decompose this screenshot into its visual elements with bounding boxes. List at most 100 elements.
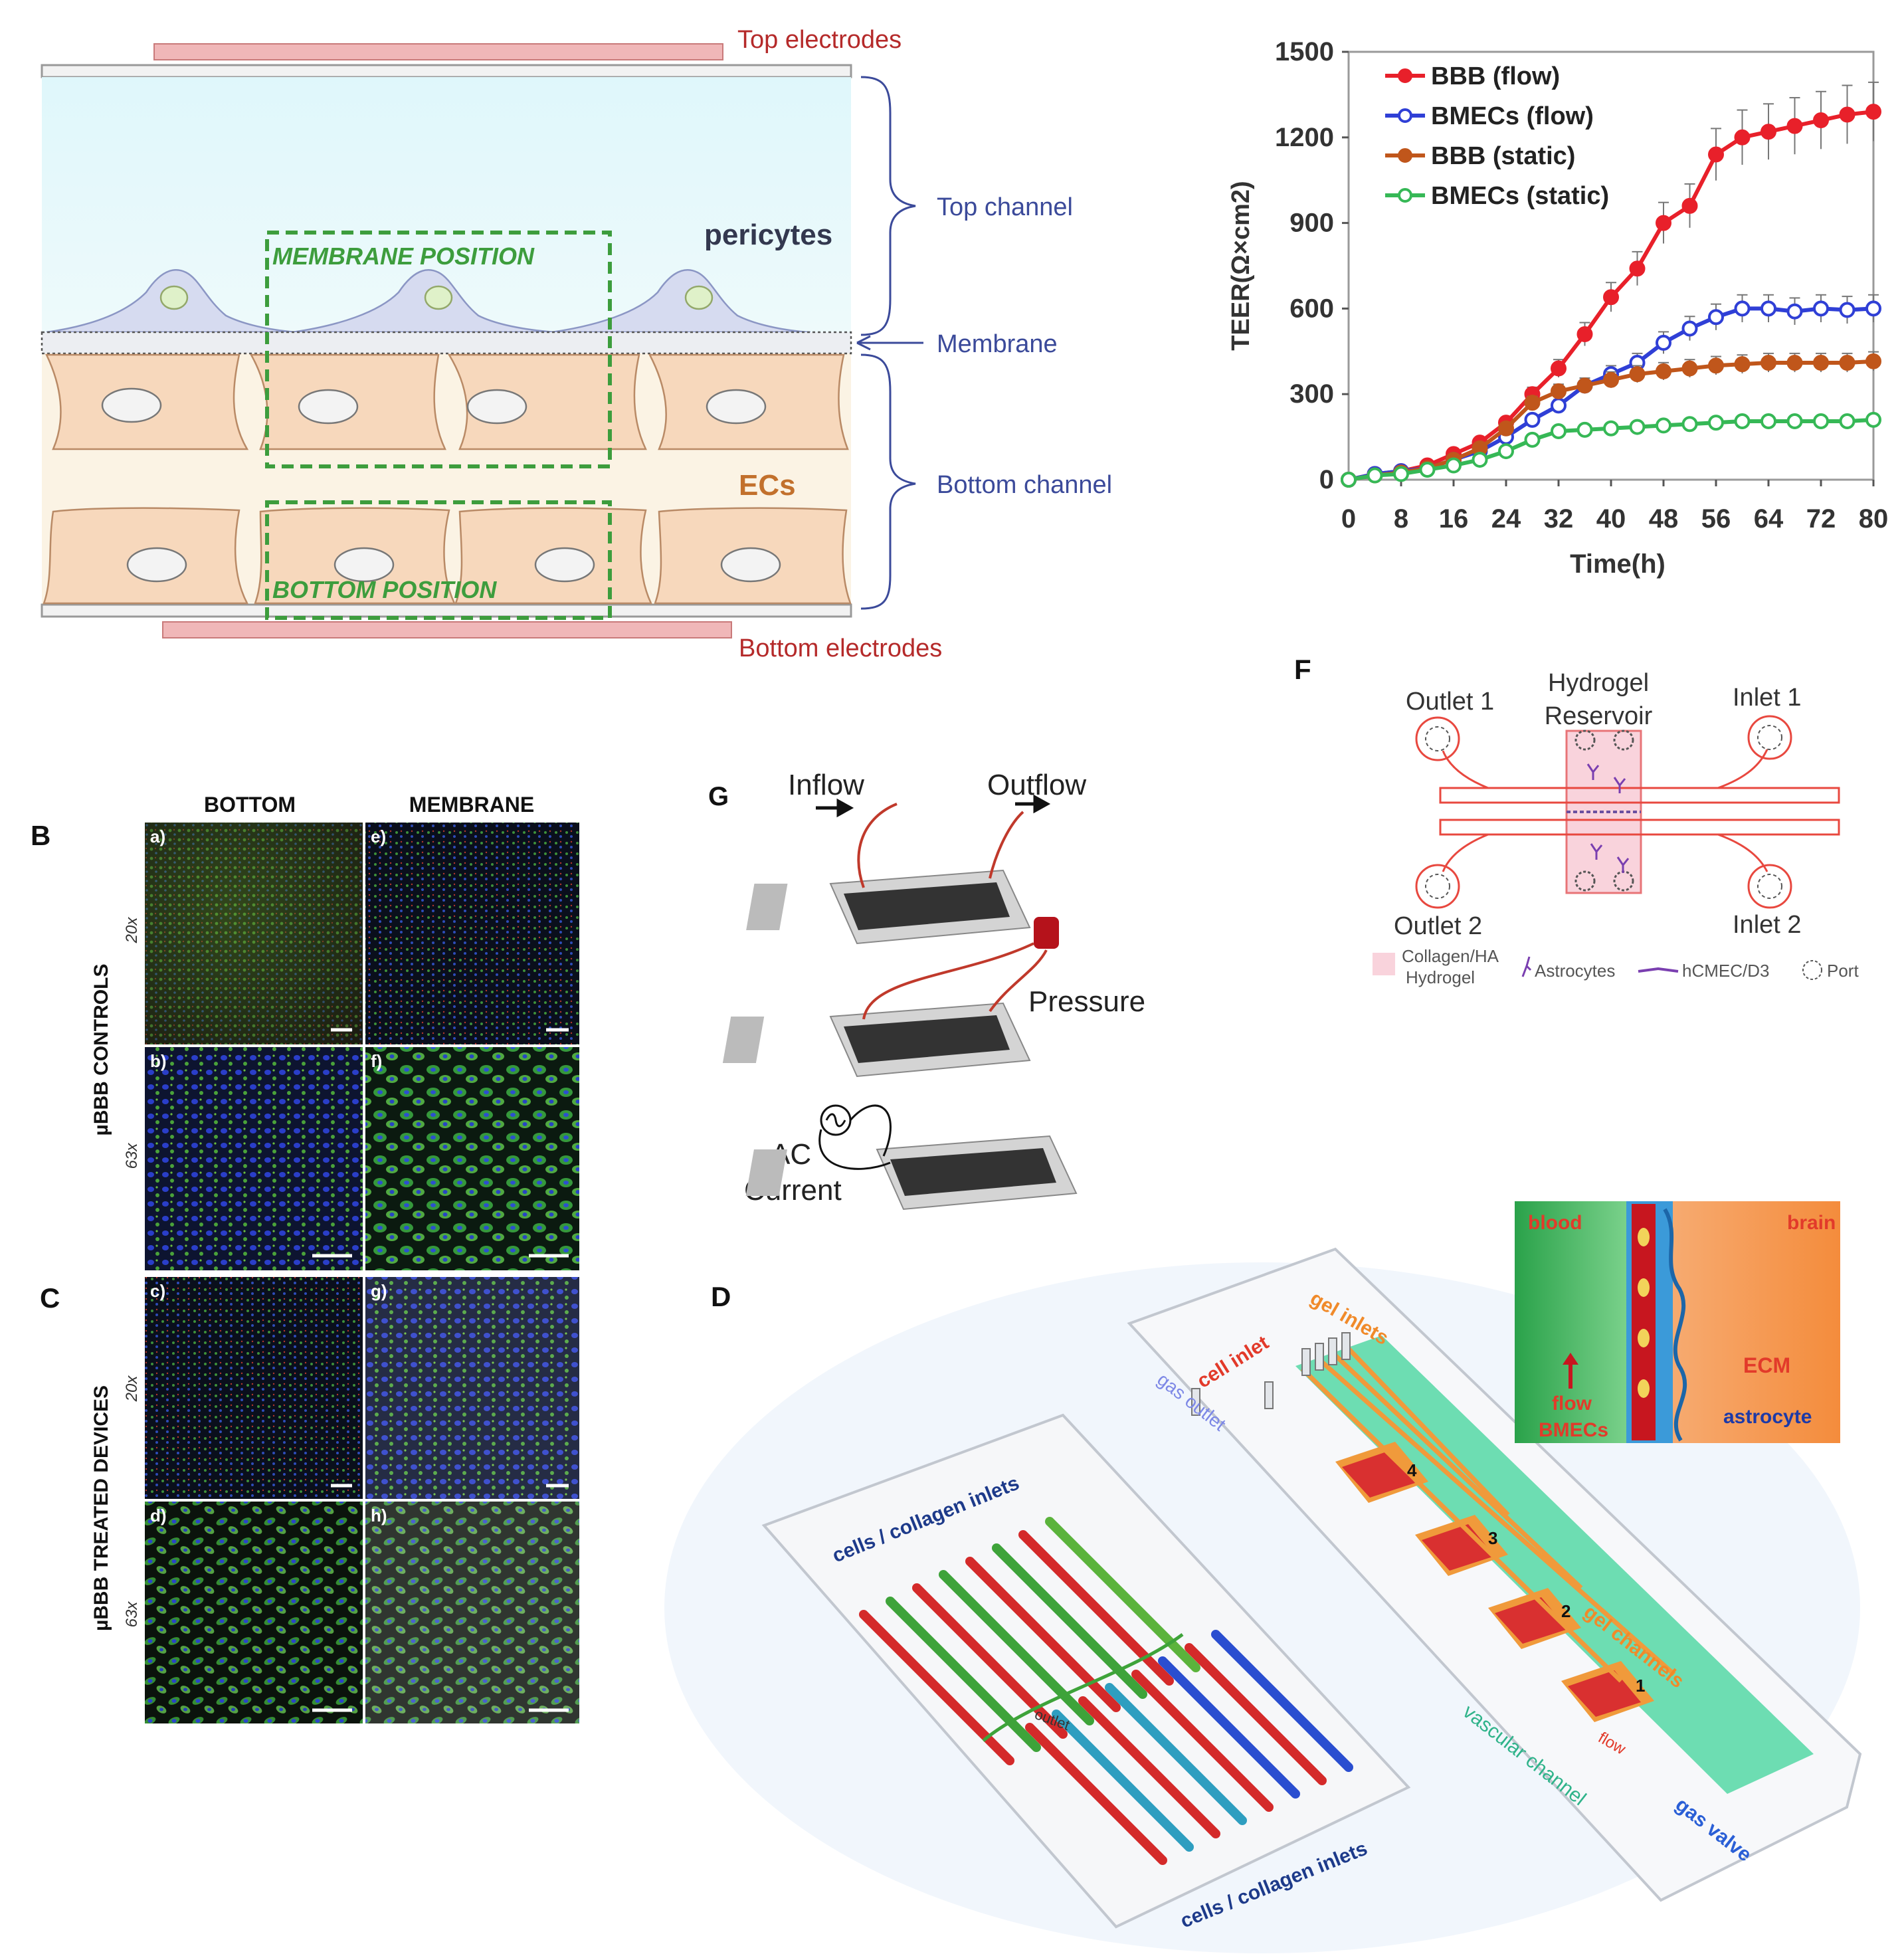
- x-tick-label: 72: [1806, 504, 1836, 534]
- panel-d: D: [664, 1201, 1862, 1953]
- data-point: [1656, 417, 1671, 434]
- hydrogel-label: Hydrogel: [1548, 669, 1649, 697]
- legend-collagen-swatch: [1373, 953, 1395, 975]
- tile-h: [365, 1502, 579, 1723]
- outlet2-label: Outlet 2: [1394, 912, 1482, 940]
- bbb-inset: blood brain flow BMECs ECM astrocyte: [1515, 1201, 1840, 1443]
- data-point: [1708, 146, 1724, 163]
- tile-label-e: e): [371, 827, 386, 846]
- data-point: [1524, 411, 1541, 428]
- ecs-label: ECs: [739, 469, 796, 502]
- membrane-position-box: [265, 231, 612, 468]
- gel-inlet-posts: [1191, 1332, 1351, 1416]
- data-point: [1865, 411, 1881, 428]
- col-membrane-label: MEMBRANE: [409, 793, 534, 817]
- legend-entry: BBB (flow): [1431, 62, 1560, 90]
- x-tick-label: 40: [1596, 504, 1626, 534]
- reservoir-label: Reservoir: [1545, 702, 1653, 730]
- microfluidic-channels: [1415, 715, 1840, 909]
- membrane-position-label: MEMBRANE POSITION: [272, 243, 535, 270]
- inset-astrocyte: astrocyte: [1723, 1406, 1812, 1428]
- data-point: [1576, 377, 1593, 394]
- data-point: [1472, 451, 1488, 468]
- pressure-label: Pressure: [1028, 985, 1145, 1018]
- bottom-position-label: BOTTOM POSITION: [272, 576, 497, 603]
- chamber-num-4: 4: [1407, 1460, 1417, 1480]
- data-point: [1524, 431, 1541, 448]
- legend-port: Port: [1827, 961, 1859, 981]
- data-point: [1603, 420, 1619, 437]
- panel-a: Top electrodes Bottom electrodes: [41, 26, 1112, 662]
- data-point: [1498, 420, 1514, 437]
- bottom-electrodes-label: Bottom electrodes: [739, 635, 942, 662]
- chip-ac: [745, 1135, 1078, 1211]
- inlet2-label: Inlet 2: [1733, 911, 1802, 939]
- legend-astrocytes: Astrocytes: [1535, 961, 1615, 981]
- tile-f: [365, 1047, 579, 1270]
- legend-astro-icon: [1521, 956, 1532, 977]
- pressure-cylinder: [1034, 917, 1059, 949]
- panel-d-label: D: [711, 1281, 731, 1312]
- data-point: [1524, 395, 1541, 411]
- x-tick-label: 48: [1649, 504, 1679, 534]
- tile-label-a: a): [150, 827, 165, 846]
- outflow-label: Outflow: [987, 769, 1086, 801]
- data-point: [1839, 106, 1856, 123]
- mag-20x-c: 20x: [123, 1375, 141, 1403]
- legend-marker: [1398, 148, 1412, 163]
- chip-left: [761, 1413, 1411, 1929]
- tile-c: [145, 1277, 363, 1499]
- x-axis-label: Time(h): [1570, 549, 1666, 579]
- y-tick-label: 300: [1289, 379, 1334, 409]
- legend-entry: BBB (static): [1431, 142, 1575, 170]
- data-point: [1576, 326, 1593, 343]
- data-point: [1813, 300, 1829, 317]
- data-point: [1681, 197, 1698, 214]
- panel-c-label: C: [40, 1282, 60, 1314]
- chip-flow: [746, 869, 1031, 945]
- col-bottom-label: BOTTOM: [204, 793, 296, 817]
- legend-marker: [1398, 188, 1412, 203]
- x-tick-label: 16: [1439, 504, 1469, 534]
- tile-g: [365, 1277, 579, 1499]
- data-point: [1865, 104, 1881, 120]
- legend-hcmec-icon: [1638, 967, 1679, 973]
- data-point: [1551, 397, 1567, 414]
- data-point: [1367, 467, 1383, 484]
- data-point: [1865, 353, 1881, 369]
- inset-bmecs: BMECs: [1539, 1419, 1608, 1441]
- data-point: [1786, 354, 1803, 371]
- panel-bc: B C BOTTOM MEMBRANE µBBB CONTROLS µBBB T…: [31, 793, 579, 1723]
- inflow-label: Inflow: [788, 769, 864, 801]
- data-point: [1761, 124, 1776, 140]
- legend-hcmec: hCMEC/D3: [1682, 961, 1769, 981]
- y-tick-label: 0: [1319, 465, 1334, 494]
- top-glass: [41, 64, 852, 78]
- legend-collagen: Collagen/HA: [1402, 946, 1499, 966]
- chamber-num-2: 2: [1561, 1601, 1571, 1621]
- legend-entry: BMECs (flow): [1431, 102, 1594, 130]
- data-point: [1551, 383, 1567, 399]
- tile-e: [365, 823, 579, 1044]
- data-point: [1813, 112, 1829, 129]
- data-point: [1708, 309, 1724, 326]
- data-point: [1761, 413, 1776, 429]
- x-tick-label: 56: [1701, 504, 1731, 534]
- ec-lower-row: [43, 507, 852, 605]
- panel-f: F Outlet 1 Hydrogel Reservoir Inlet 1 Ou…: [1294, 654, 1859, 987]
- astrocyte-glyphs: [1586, 763, 1630, 873]
- legend-port-icon: [1802, 960, 1822, 980]
- data-point: [1734, 300, 1751, 317]
- chamber-num-3: 3: [1488, 1528, 1497, 1548]
- data-point: [1419, 461, 1436, 478]
- panel-g: G Inflow Outflow Pressure AC Current: [708, 769, 1145, 1211]
- data-point: [1656, 363, 1671, 379]
- data-point: [1786, 303, 1803, 320]
- panel-g-label: G: [708, 782, 729, 811]
- mag-20x-a: 20x: [123, 917, 141, 944]
- data-point: [1761, 300, 1776, 317]
- chip-left-channels: [859, 1517, 1353, 1865]
- data-point: [1681, 416, 1698, 433]
- tile-label-b: b): [150, 1051, 167, 1071]
